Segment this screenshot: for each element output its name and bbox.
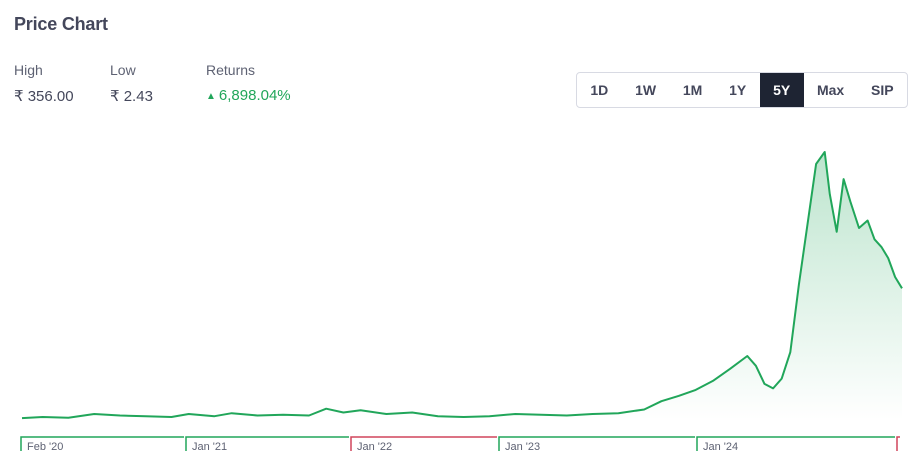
period-segment-4 (696, 436, 895, 451)
stat-returns-value: 6,898.04% (218, 87, 291, 104)
range-button-1y[interactable]: 1Y (729, 82, 747, 98)
period-segment-1 (185, 436, 349, 451)
triangle-up-icon: ▲ (206, 91, 216, 102)
stat-low-value: ₹ 2.43 (110, 88, 153, 105)
period-segment-3 (498, 436, 695, 451)
range-button-1w[interactable]: 1W (635, 82, 657, 98)
stat-returns-label: Returns (206, 62, 256, 78)
x-tick-label: Jan '24 (703, 441, 738, 453)
stat-returns-value-wrap: ▲ 6,898.04% (206, 87, 291, 104)
stat-low-label: Low (110, 62, 136, 78)
period-segment-5 (896, 436, 900, 451)
x-tick-label: Jan '23 (505, 441, 540, 453)
range-selector: 1D 1W 1M 1Y 5Y Max SIP (576, 72, 908, 108)
stat-low: Low ₹ 2.43 (110, 62, 153, 105)
range-button-1d[interactable]: 1D (590, 82, 609, 98)
period-segment-2 (350, 436, 497, 451)
period-segment-0 (20, 436, 184, 451)
x-tick-label: Jan '21 (192, 441, 227, 453)
range-button-5y[interactable]: 5Y (759, 73, 804, 107)
price-area-fill (22, 152, 902, 420)
range-button-1m[interactable]: 1M (682, 82, 703, 98)
stat-returns: Returns ▲ 6,898.04% (206, 62, 291, 104)
x-tick-label: Feb '20 (27, 441, 63, 453)
page-title: Price Chart (14, 14, 108, 34)
x-tick-label: Jan '22 (357, 441, 392, 453)
range-button-max[interactable]: Max (816, 82, 845, 98)
stat-high-label: High (14, 62, 43, 78)
price-series-line (21, 151, 903, 420)
range-button-sip[interactable]: SIP (871, 82, 894, 98)
stat-high-value: ₹ 356.00 (14, 88, 74, 105)
stat-high: High ₹ 356.00 (14, 62, 74, 105)
